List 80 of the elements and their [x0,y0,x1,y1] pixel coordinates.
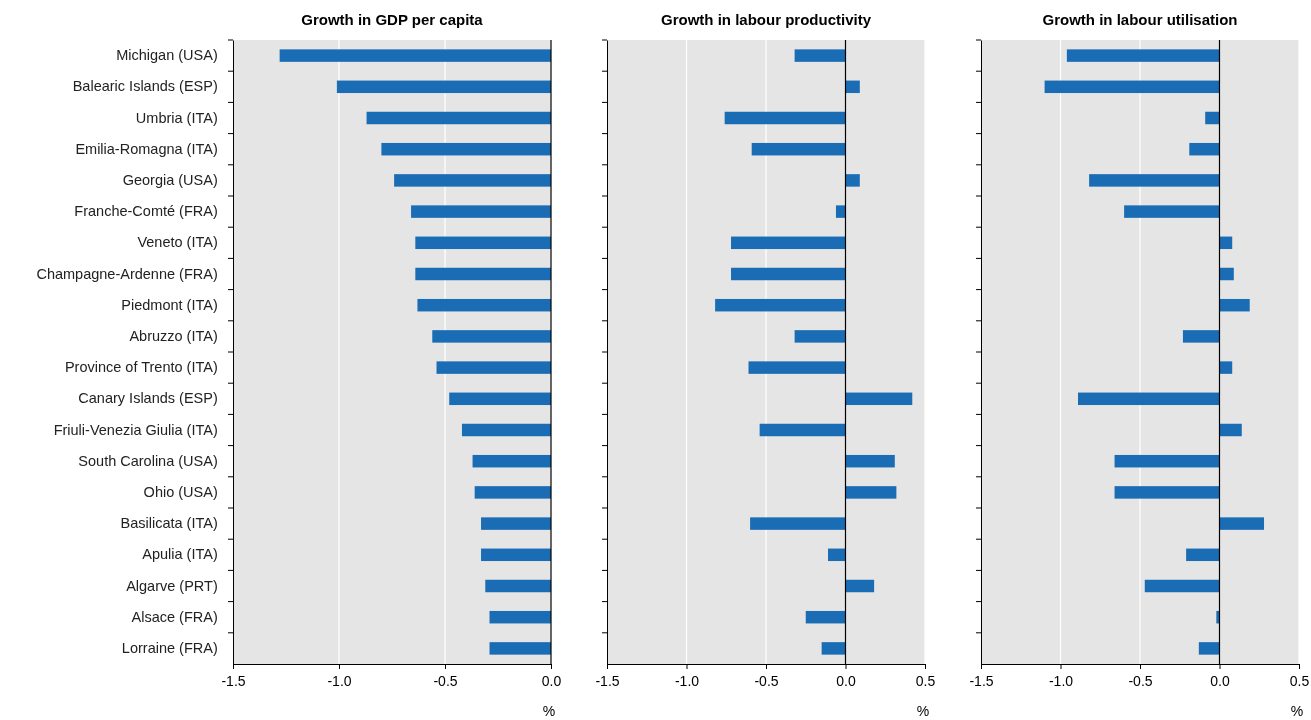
bar [1205,111,1220,125]
bar [759,423,846,437]
x-axis-title: % [542,703,556,719]
bar [845,174,860,187]
bar [1219,298,1250,312]
bar [731,267,846,281]
y-tick-label: Emilia-Romagna (ITA) [75,140,218,157]
x-tick-label: 0.5 [1289,673,1310,689]
y-tick-label: Georgia (USA) [122,172,218,189]
y-tick-label: Apulia (ITA) [142,546,218,563]
bar [1182,330,1220,343]
bar [835,205,846,218]
bar [845,486,897,499]
bar [1077,392,1220,406]
y-tick-label: Canary Islands (ESP) [78,390,218,407]
x-tick-label: -1.0 [674,673,700,689]
bar [805,610,846,624]
x-tick-label: -1.5 [969,673,994,689]
bar [750,517,846,530]
bar [1219,267,1234,281]
y-tick-label: Algarve (PRT) [126,577,218,594]
y-tick-label: Veneto (ITA) [137,234,218,251]
bar [751,142,846,156]
y-tick-label: Abruzzo (ITA) [129,328,218,345]
y-tick-label: Champagne-Ardenne (FRA) [36,265,218,282]
y-tick-label: Lorraine (FRA) [121,640,218,657]
y-tick-label: Piedmont (ITA) [121,296,218,313]
bar [1189,142,1220,156]
y-tick-label: Ohio (USA) [143,484,218,501]
bar [845,579,875,593]
bar [794,49,846,62]
y-tick-label: Umbria (ITA) [135,109,218,126]
x-tick-label: -0.5 [433,673,458,689]
bar [1219,423,1242,437]
bar [1186,548,1220,562]
bar [1219,517,1265,530]
y-tick-label: Province of Trento (ITA) [64,359,218,376]
x-axis-title: % [916,703,930,719]
x-tick-label: -1.0 [1048,673,1074,689]
chart-title: Growth in labour productivity [661,11,872,28]
x-tick-label: -0.5 [754,673,779,689]
bar [731,236,846,250]
y-tick-label: Friuli-Venezia Giulia (ITA) [53,421,218,438]
x-tick-label: -1.5 [595,673,620,689]
bar [1219,236,1233,250]
y-tick-label: Balearic Islands (ESP) [72,78,218,95]
y-tick-label: Michigan (USA) [116,47,218,64]
y-tick-label: Franche-Comté (FRA) [74,203,218,220]
bar [828,548,846,562]
x-axis-title: % [1290,703,1304,719]
bar [1198,642,1220,655]
y-tick-label: South Carolina (USA) [78,452,218,469]
x-tick-label: -1.5 [221,673,246,689]
x-tick-label: 0.0 [541,673,562,689]
bar [1124,205,1220,218]
y-tick-label: Basilicata (ITA) [120,515,218,532]
x-tick-label: 0.0 [836,673,856,689]
bar [821,642,846,655]
bar [845,80,860,94]
x-tick-label: -1.0 [327,673,352,689]
bar [845,454,895,468]
bar [1216,610,1220,624]
chart-title: Growth in labour utilisation [1042,11,1238,28]
bar [724,111,846,125]
bar [715,298,846,312]
bar [1144,579,1220,593]
y-tick-label: Alsace (FRA) [131,608,218,625]
bar [794,330,846,343]
bar [1044,80,1220,94]
bar [1089,174,1220,187]
bar [748,361,846,374]
bar [845,392,913,406]
x-tick-label: 0.5 [915,673,936,689]
bar [1114,454,1220,468]
chart-title: Growth in GDP per capita [301,11,484,28]
bar [1219,361,1233,374]
x-tick-label: -0.5 [1128,673,1153,689]
x-tick-label: 0.0 [1210,673,1230,689]
bar [1114,486,1220,499]
bar [1066,49,1220,62]
